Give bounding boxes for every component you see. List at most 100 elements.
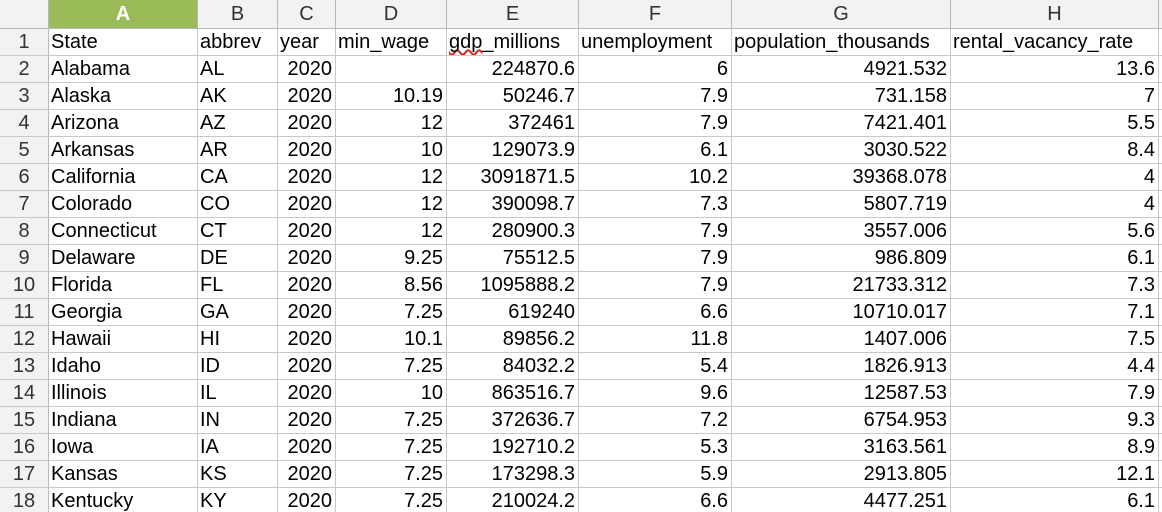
table-cell[interactable]: [1159, 353, 1162, 380]
table-cell[interactable]: 12: [336, 191, 447, 218]
header-cell[interactable]: rental_vacancy_rate: [951, 29, 1159, 56]
table-cell[interactable]: 4: [951, 164, 1159, 191]
table-cell[interactable]: [1159, 461, 1162, 488]
table-cell[interactable]: 3091871.5: [447, 164, 579, 191]
table-cell[interactable]: 2020: [278, 407, 336, 434]
table-cell[interactable]: [336, 56, 447, 83]
select-all-corner[interactable]: [0, 0, 49, 29]
table-cell[interactable]: 4921.532: [732, 56, 951, 83]
table-cell[interactable]: 1826.913: [732, 353, 951, 380]
table-cell[interactable]: Arkansas: [49, 137, 198, 164]
table-cell[interactable]: 12.1: [951, 461, 1159, 488]
table-cell[interactable]: Florida: [49, 272, 198, 299]
table-cell[interactable]: [1159, 137, 1162, 164]
table-cell[interactable]: 10.2: [579, 164, 732, 191]
table-cell[interactable]: California: [49, 164, 198, 191]
table-cell[interactable]: 7.25: [336, 353, 447, 380]
table-cell[interactable]: 210024.2: [447, 488, 579, 512]
table-cell[interactable]: 986.809: [732, 245, 951, 272]
table-cell[interactable]: KS: [198, 461, 278, 488]
table-cell[interactable]: 6.6: [579, 299, 732, 326]
table-cell[interactable]: 12: [336, 164, 447, 191]
table-cell[interactable]: [1159, 407, 1162, 434]
table-cell[interactable]: 390098.7: [447, 191, 579, 218]
table-cell[interactable]: 10710.017: [732, 299, 951, 326]
table-cell[interactable]: Illinois: [49, 380, 198, 407]
table-cell[interactable]: [1159, 245, 1162, 272]
table-cell[interactable]: [1159, 326, 1162, 353]
table-cell[interactable]: 2020: [278, 461, 336, 488]
table-cell[interactable]: 2913.805: [732, 461, 951, 488]
table-cell[interactable]: 5.3: [579, 434, 732, 461]
row-header[interactable]: 2: [0, 56, 49, 83]
table-cell[interactable]: 3030.522: [732, 137, 951, 164]
table-cell[interactable]: 2020: [278, 434, 336, 461]
table-cell[interactable]: [1159, 110, 1162, 137]
table-cell[interactable]: 50246.7: [447, 83, 579, 110]
table-cell[interactable]: Arizona: [49, 110, 198, 137]
table-cell[interactable]: CT: [198, 218, 278, 245]
table-cell[interactable]: 863516.7: [447, 380, 579, 407]
table-cell[interactable]: Georgia: [49, 299, 198, 326]
table-cell[interactable]: 8.4: [951, 137, 1159, 164]
table-cell[interactable]: 372461: [447, 110, 579, 137]
header-cell[interactable]: unemployment: [579, 29, 732, 56]
table-cell[interactable]: 2020: [278, 83, 336, 110]
table-cell[interactable]: [1159, 29, 1162, 56]
table-cell[interactable]: 10: [336, 137, 447, 164]
table-cell[interactable]: 7.25: [336, 407, 447, 434]
column-header-a[interactable]: A: [49, 0, 198, 29]
row-header[interactable]: 4: [0, 110, 49, 137]
header-cell[interactable]: population_thousands: [732, 29, 951, 56]
row-header[interactable]: 5: [0, 137, 49, 164]
row-header[interactable]: 15: [0, 407, 49, 434]
table-cell[interactable]: 5.4: [579, 353, 732, 380]
table-cell[interactable]: Alaska: [49, 83, 198, 110]
table-cell[interactable]: [1159, 56, 1162, 83]
table-cell[interactable]: 6.6: [579, 488, 732, 512]
table-cell[interactable]: 5.9: [579, 461, 732, 488]
table-cell[interactable]: 2020: [278, 137, 336, 164]
row-header[interactable]: 9: [0, 245, 49, 272]
table-cell[interactable]: AZ: [198, 110, 278, 137]
table-cell[interactable]: IA: [198, 434, 278, 461]
table-cell[interactable]: 7.25: [336, 461, 447, 488]
row-header[interactable]: 10: [0, 272, 49, 299]
table-cell[interactable]: 2020: [278, 56, 336, 83]
table-cell[interactable]: 7.9: [579, 272, 732, 299]
table-cell[interactable]: 4.4: [951, 353, 1159, 380]
table-cell[interactable]: 2020: [278, 299, 336, 326]
table-cell[interactable]: 8.9: [951, 434, 1159, 461]
row-header[interactable]: 7: [0, 191, 49, 218]
table-cell[interactable]: 7.1: [951, 299, 1159, 326]
table-cell[interactable]: Iowa: [49, 434, 198, 461]
table-cell[interactable]: 2020: [278, 488, 336, 512]
table-cell[interactable]: 2020: [278, 245, 336, 272]
row-header[interactable]: 11: [0, 299, 49, 326]
table-cell[interactable]: 7.3: [951, 272, 1159, 299]
table-cell[interactable]: AL: [198, 56, 278, 83]
table-cell[interactable]: 12: [336, 110, 447, 137]
table-cell[interactable]: Colorado: [49, 191, 198, 218]
table-cell[interactable]: 10.1: [336, 326, 447, 353]
table-cell[interactable]: [1159, 488, 1162, 512]
table-cell[interactable]: IL: [198, 380, 278, 407]
table-cell[interactable]: 84032.2: [447, 353, 579, 380]
table-cell[interactable]: DE: [198, 245, 278, 272]
table-cell[interactable]: 2020: [278, 110, 336, 137]
table-cell[interactable]: Indiana: [49, 407, 198, 434]
row-header[interactable]: 17: [0, 461, 49, 488]
table-cell[interactable]: Kentucky: [49, 488, 198, 512]
table-cell[interactable]: 173298.3: [447, 461, 579, 488]
table-cell[interactable]: KY: [198, 488, 278, 512]
table-cell[interactable]: 10: [336, 380, 447, 407]
table-cell[interactable]: 2020: [278, 272, 336, 299]
table-cell[interactable]: Idaho: [49, 353, 198, 380]
header-cell[interactable]: year: [278, 29, 336, 56]
table-cell[interactable]: 7.5: [951, 326, 1159, 353]
table-cell[interactable]: 9.6: [579, 380, 732, 407]
table-cell[interactable]: [1159, 299, 1162, 326]
table-cell[interactable]: 13.6: [951, 56, 1159, 83]
table-cell[interactable]: 2020: [278, 353, 336, 380]
table-cell[interactable]: 7: [951, 83, 1159, 110]
